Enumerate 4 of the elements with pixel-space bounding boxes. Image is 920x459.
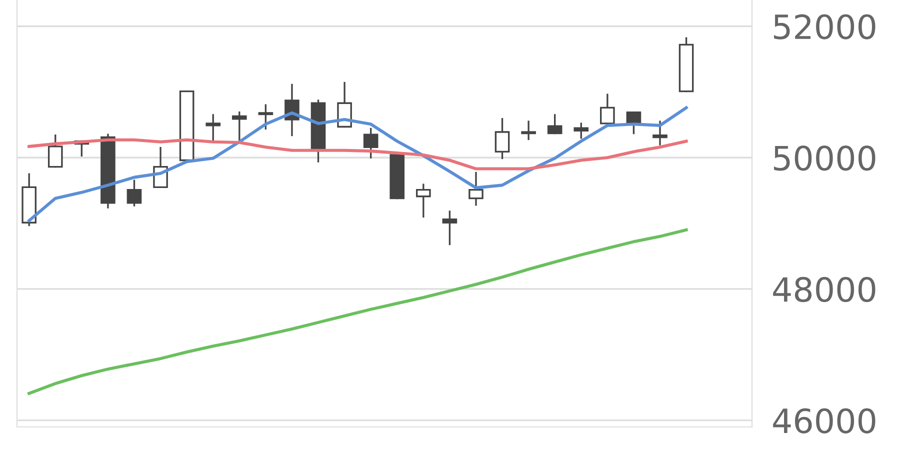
- y-tick-label: 50000: [774, 146, 876, 171]
- y-tick-label: 46000: [773, 408, 876, 434]
- y-tick-label: 48000: [773, 276, 876, 302]
- y-tick-label: 52000: [774, 14, 876, 40]
